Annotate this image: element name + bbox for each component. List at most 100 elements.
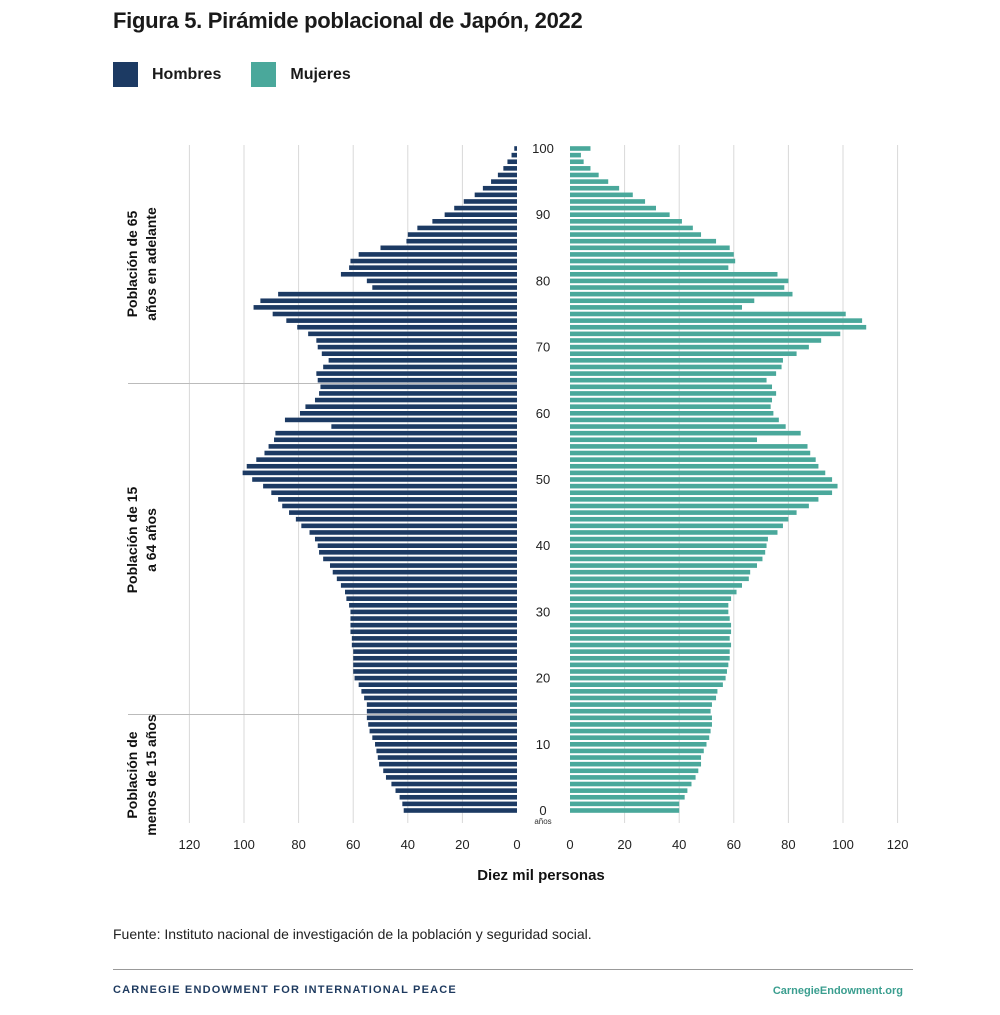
bar-men-age-6 [383, 768, 517, 774]
legend-swatch-women [251, 62, 277, 87]
bar-women-age-77 [570, 298, 755, 304]
bar-women-age-0 [570, 808, 680, 813]
bar-women-age-62 [570, 397, 773, 403]
age-tick-label-30: 30 [536, 604, 550, 619]
bar-women-age-76 [570, 305, 742, 310]
bar-men-age-34 [340, 583, 517, 588]
bar-women-age-72 [570, 331, 841, 337]
bar-men-age-19 [358, 682, 517, 688]
bar-women-age-39 [570, 550, 766, 555]
bar-women-age-35 [570, 576, 749, 582]
bar-men-age-2 [399, 794, 517, 800]
bar-women-age-79 [570, 285, 785, 290]
bar-women-age-40 [570, 543, 767, 548]
bar-women-age-46 [570, 503, 809, 509]
bar-women-age-53 [570, 457, 816, 462]
bar-women-age-5 [570, 775, 696, 780]
bar-men-age-26 [351, 636, 517, 641]
bar-women-age-94 [570, 185, 620, 191]
bar-men-age-40 [317, 543, 517, 548]
bar-men-age-27 [350, 629, 517, 635]
bar-men-age-44 [295, 516, 517, 522]
bar-women-age-97 [570, 166, 591, 171]
bar-men-age-39 [319, 550, 517, 555]
bar-women-age-10 [570, 742, 707, 747]
bar-men-age-81 [340, 271, 517, 277]
bar-men-age-98 [507, 159, 517, 165]
bar-women-age-58 [570, 424, 786, 429]
bar-men-age-78 [278, 291, 517, 297]
bar-women-age-3 [570, 788, 688, 793]
bar-women-age-4 [570, 781, 692, 787]
bar-men-age-20 [354, 675, 517, 681]
bar-men-age-0 [403, 808, 517, 813]
bar-men-age-90 [444, 212, 517, 217]
bar-men-age-4 [391, 781, 517, 787]
bar-women-age-31 [570, 602, 729, 608]
legend-label-women: Mujeres [290, 65, 351, 83]
bar-men-age-87 [407, 232, 517, 237]
bar-women-age-2 [570, 794, 685, 800]
bar-men-age-93 [474, 192, 517, 198]
bar-men-age-66 [316, 371, 517, 376]
group-label-3-line1: Población de [124, 731, 140, 818]
bar-women-age-33 [570, 589, 737, 595]
bar-women-age-100 [570, 146, 591, 151]
x-tick-label-men-120: 120 [179, 837, 201, 852]
x-tick-label-women-60: 60 [727, 837, 741, 852]
bar-women-age-18 [570, 689, 718, 694]
bar-men-age-21 [353, 669, 517, 674]
bar-men-age-33 [345, 589, 517, 595]
x-tick-label-men-0: 0 [513, 837, 520, 852]
x-tick-label-men-80: 80 [291, 837, 305, 852]
bar-men-age-37 [329, 563, 517, 568]
bar-women-age-1 [570, 801, 680, 807]
bar-men-age-95 [491, 179, 517, 184]
bar-women-age-15 [570, 708, 711, 714]
bar-women-age-78 [570, 291, 793, 297]
bar-women-age-70 [570, 344, 809, 350]
bar-women-age-32 [570, 596, 732, 601]
bar-women-age-66 [570, 371, 777, 376]
bar-men-age-51 [242, 470, 517, 476]
bar-women-age-83 [570, 258, 736, 264]
bar-men-age-75 [272, 311, 517, 317]
bar-men-age-3 [395, 788, 517, 793]
bar-men-age-83 [350, 258, 517, 264]
x-tick-label-women-0: 0 [566, 837, 573, 852]
bar-men-age-50 [252, 477, 517, 482]
bar-women-age-88 [570, 225, 693, 231]
age-tick-label-50: 50 [536, 472, 550, 487]
bar-women-age-85 [570, 245, 730, 251]
bar-women-age-65 [570, 377, 767, 383]
bar-men-age-80 [366, 278, 517, 284]
legend-swatch-men [113, 62, 138, 87]
bar-men-age-11 [372, 735, 517, 740]
x-tick-label-women-80: 80 [781, 837, 795, 852]
group-label-1-line1: Población de 65 [124, 210, 140, 317]
age-tick-label-80: 80 [536, 273, 550, 288]
bar-women-age-91 [570, 205, 656, 211]
bar-men-age-71 [316, 338, 517, 343]
bar-women-age-89 [570, 219, 682, 224]
bar-women-age-8 [570, 755, 702, 760]
bar-men-age-64 [320, 384, 517, 390]
bar-men-age-5 [385, 775, 517, 780]
bar-women-age-29 [570, 616, 730, 621]
bar-women-age-17 [570, 695, 717, 701]
footer-website: CarnegieEndowment.org [772, 985, 903, 997]
bar-women-age-52 [570, 463, 819, 469]
bar-men-age-59 [284, 417, 517, 423]
x-tick-label-women-40: 40 [672, 837, 686, 852]
bar-men-age-42 [309, 530, 517, 535]
bar-men-age-88 [417, 225, 517, 231]
group-label-1-line2: años en adelante [143, 207, 159, 321]
bar-men-age-96 [497, 172, 517, 178]
bar-men-age-76 [253, 305, 517, 310]
bar-men-age-100 [514, 146, 517, 151]
bar-men-age-79 [372, 285, 517, 290]
bar-women-age-41 [570, 536, 768, 542]
bar-men-age-18 [361, 689, 517, 694]
bar-men-age-16 [366, 702, 517, 707]
bar-women-age-93 [570, 192, 633, 198]
